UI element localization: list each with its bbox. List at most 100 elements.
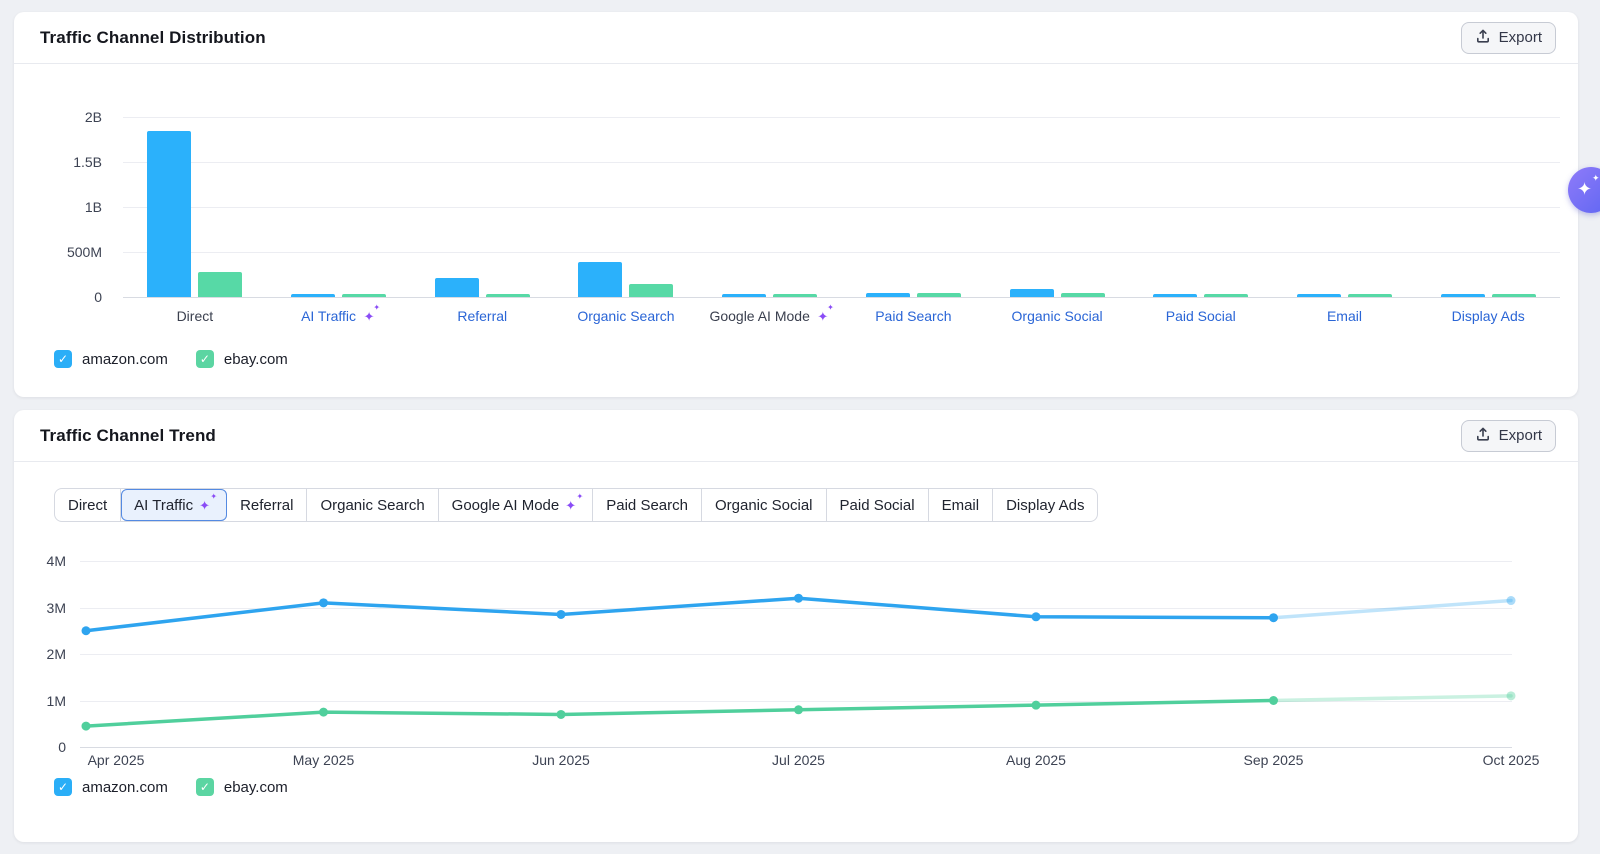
channel-label-display-ads[interactable]: Display Ads (1416, 308, 1560, 324)
bar-amazon-com-paid-social[interactable] (1153, 294, 1197, 297)
tab-paid-social[interactable]: Paid Social (827, 489, 929, 521)
data-point-ebay-com-apr-2025[interactable] (82, 722, 91, 731)
legend-item-amazon[interactable]: ✓ amazon.com (54, 778, 168, 796)
bar-ebay-com-email[interactable] (1348, 294, 1392, 297)
data-point-amazon-com-oct-2025[interactable] (1507, 596, 1516, 605)
bar-ebay-com-organic-social[interactable] (1061, 293, 1105, 297)
panel-title: Traffic Channel Trend (40, 426, 216, 446)
checkbox-checked-icon[interactable]: ✓ (196, 778, 214, 796)
bar-amazon-com-direct[interactable] (147, 131, 191, 298)
gridline (80, 747, 1512, 748)
line-chart-plot-area[interactable] (80, 561, 1512, 747)
sparkle-icon: ✦ (1592, 174, 1600, 183)
data-point-ebay-com-jun-2025[interactable] (557, 710, 566, 719)
trend-line-ebay-com (1274, 696, 1512, 701)
data-point-amazon-com-aug-2025[interactable] (1032, 612, 1041, 621)
tab-google-ai-mode[interactable]: Google AI Mode✦✦ (439, 489, 594, 521)
data-point-amazon-com-jul-2025[interactable] (794, 594, 803, 603)
data-point-amazon-com-may-2025[interactable] (319, 598, 328, 607)
data-point-ebay-com-aug-2025[interactable] (1032, 701, 1041, 710)
bar-amazon-com-organic-search[interactable] (578, 262, 622, 297)
channel-label-ai-traffic[interactable]: AI Traffic✦✦ (267, 308, 411, 324)
bar-chart-plot-area[interactable] (123, 117, 1560, 297)
channel-label-paid-social[interactable]: Paid Social (1129, 308, 1273, 324)
x-axis-tick-label: Aug 2025 (1006, 752, 1066, 768)
legend-item-amazon[interactable]: ✓ amazon.com (54, 350, 168, 368)
bar-amazon-com-ai-traffic[interactable] (291, 294, 335, 297)
sparkle-icon: ✦✦ (362, 308, 376, 324)
bar-group-direct (123, 117, 267, 297)
data-point-ebay-com-sep-2025[interactable] (1269, 696, 1278, 705)
bar-groups (123, 117, 1560, 297)
data-point-amazon-com-jun-2025[interactable] (557, 610, 566, 619)
bar-amazon-com-referral[interactable] (435, 278, 479, 297)
channel-label-paid-search[interactable]: Paid Search (842, 308, 986, 324)
chart-legend: ✓ amazon.com ✓ ebay.com (54, 350, 288, 368)
channel-label-google-ai-mode: Google AI Mode✦✦ (698, 308, 842, 324)
bar-ebay-com-organic-search[interactable] (629, 284, 673, 297)
data-point-ebay-com-may-2025[interactable] (319, 708, 328, 717)
x-axis-tick-label: Apr 2025 (88, 752, 145, 768)
traffic-channel-distribution-panel: Traffic Channel Distribution Export 2B1.… (14, 12, 1578, 397)
bar-ebay-com-ai-traffic[interactable] (342, 294, 386, 297)
checkbox-checked-icon[interactable]: ✓ (196, 350, 214, 368)
tab-email[interactable]: Email (929, 489, 994, 521)
bar-ebay-com-paid-search[interactable] (917, 293, 961, 297)
legend-item-ebay[interactable]: ✓ ebay.com (196, 778, 288, 796)
panel-header: Traffic Channel Distribution Export (14, 12, 1578, 64)
bar-amazon-com-paid-search[interactable] (866, 293, 910, 297)
y-axis-tick-label: 2M (47, 646, 66, 662)
channel-label-referral[interactable]: Referral (410, 308, 554, 324)
trend-line-chart[interactable] (80, 561, 1512, 747)
y-axis-tick-label: 1M (47, 693, 66, 709)
tab-paid-search[interactable]: Paid Search (593, 489, 702, 521)
export-button-label: Export (1499, 29, 1542, 46)
export-button[interactable]: Export (1461, 22, 1556, 54)
bar-amazon-com-organic-social[interactable] (1010, 289, 1054, 297)
tab-display-ads[interactable]: Display Ads (993, 489, 1097, 521)
bar-ebay-com-referral[interactable] (486, 294, 530, 297)
tab-ai-traffic[interactable]: AI Traffic✦✦ (121, 489, 227, 521)
checkbox-checked-icon[interactable]: ✓ (54, 778, 72, 796)
tab-referral[interactable]: Referral (227, 489, 307, 521)
trend-line-ebay-com (86, 701, 1274, 727)
channel-label-email[interactable]: Email (1273, 308, 1417, 324)
checkbox-checked-icon[interactable]: ✓ (54, 350, 72, 368)
export-button-label: Export (1499, 427, 1542, 444)
tab-direct[interactable]: Direct (55, 489, 121, 521)
line-chart-y-axis: 4M3M2M1M0 (14, 561, 66, 747)
trend-line-amazon-com (86, 598, 1274, 631)
bar-group-organic-search (554, 117, 698, 297)
y-axis-tick-label: 0 (94, 289, 102, 305)
bar-group-ai-traffic (267, 117, 411, 297)
y-axis-tick-label: 2B (85, 109, 102, 125)
data-point-amazon-com-sep-2025[interactable] (1269, 613, 1278, 622)
x-axis-tick-label: Jun 2025 (532, 752, 590, 768)
x-axis-tick-label: Sep 2025 (1244, 752, 1304, 768)
channel-label-organic-social[interactable]: Organic Social (985, 308, 1129, 324)
data-point-ebay-com-oct-2025[interactable] (1507, 691, 1516, 700)
data-point-amazon-com-apr-2025[interactable] (82, 626, 91, 635)
export-button[interactable]: Export (1461, 420, 1556, 452)
tab-organic-social[interactable]: Organic Social (702, 489, 827, 521)
bar-amazon-com-google-ai-mode[interactable] (722, 294, 766, 297)
bar-chart-y-axis: 2B1.5B1B500M0 (14, 117, 108, 297)
sparkle-icon: ✦ (1577, 180, 1592, 198)
gridline (123, 297, 1560, 298)
channel-label-organic-search[interactable]: Organic Search (554, 308, 698, 324)
bar-ebay-com-display-ads[interactable] (1492, 294, 1536, 297)
traffic-channel-trend-panel: Traffic Channel Trend Export DirectAI Tr… (14, 410, 1578, 842)
tab-organic-search[interactable]: Organic Search (307, 489, 438, 521)
bar-ebay-com-paid-social[interactable] (1204, 294, 1248, 297)
bar-amazon-com-display-ads[interactable] (1441, 294, 1485, 297)
x-axis-tick-label: Oct 2025 (1483, 752, 1540, 768)
y-axis-tick-label: 4M (47, 553, 66, 569)
export-upload-icon (1475, 28, 1491, 48)
bar-ebay-com-google-ai-mode[interactable] (773, 294, 817, 297)
legend-item-ebay[interactable]: ✓ ebay.com (196, 350, 288, 368)
bar-ebay-com-direct[interactable] (198, 272, 242, 297)
data-point-ebay-com-jul-2025[interactable] (794, 705, 803, 714)
bar-group-paid-social (1129, 117, 1273, 297)
bar-group-email (1273, 117, 1417, 297)
bar-amazon-com-email[interactable] (1297, 294, 1341, 297)
